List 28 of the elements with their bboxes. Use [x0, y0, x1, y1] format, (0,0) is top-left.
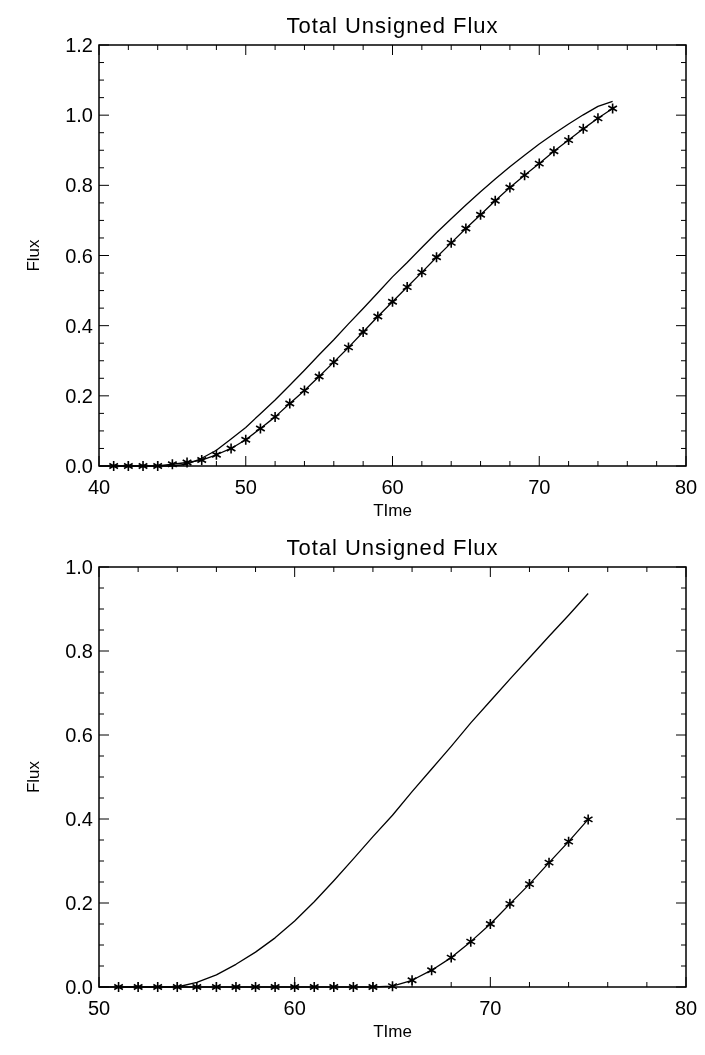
- x-tick-label: 80: [674, 997, 698, 1019]
- y-tick-label: 1.0: [65, 556, 93, 578]
- chart-title: Total Unsigned Flux: [286, 13, 499, 38]
- y-tick-label: 1.2: [65, 34, 93, 56]
- x-tick-label: 70: [479, 997, 502, 1019]
- y-tick-label: 0.4: [65, 808, 93, 830]
- y-axis-title: Flux: [24, 238, 43, 272]
- y-tick-label: 0.4: [65, 314, 93, 337]
- y-tick-label: 0.8: [65, 640, 93, 662]
- x-tick-label: 40: [87, 476, 111, 498]
- y-tick-label: 1.0: [65, 104, 93, 127]
- y-tick-label: 0.6: [65, 724, 93, 746]
- x-tick-label: 50: [87, 997, 111, 1019]
- x-tick-label: 50: [234, 476, 257, 498]
- y-tick-label: 0.8: [65, 174, 93, 197]
- x-tick-label: 60: [381, 476, 404, 498]
- y-tick-label: 0.0: [65, 976, 93, 998]
- x-tick-label: 80: [674, 476, 698, 498]
- y-tick-label: 0.2: [65, 892, 93, 914]
- y-axis-title: Flux: [24, 760, 43, 794]
- chart-title: Total Unsigned Flux: [286, 535, 499, 560]
- x-axis-title: TIme: [373, 1022, 412, 1041]
- x-tick-label: 60: [283, 997, 306, 1019]
- x-axis-title: TIme: [373, 501, 412, 520]
- x-tick-label: 70: [528, 476, 551, 498]
- y-tick-label: 0.6: [65, 244, 93, 267]
- y-tick-label: 0.2: [65, 384, 93, 407]
- y-tick-label: 0.0: [65, 455, 93, 477]
